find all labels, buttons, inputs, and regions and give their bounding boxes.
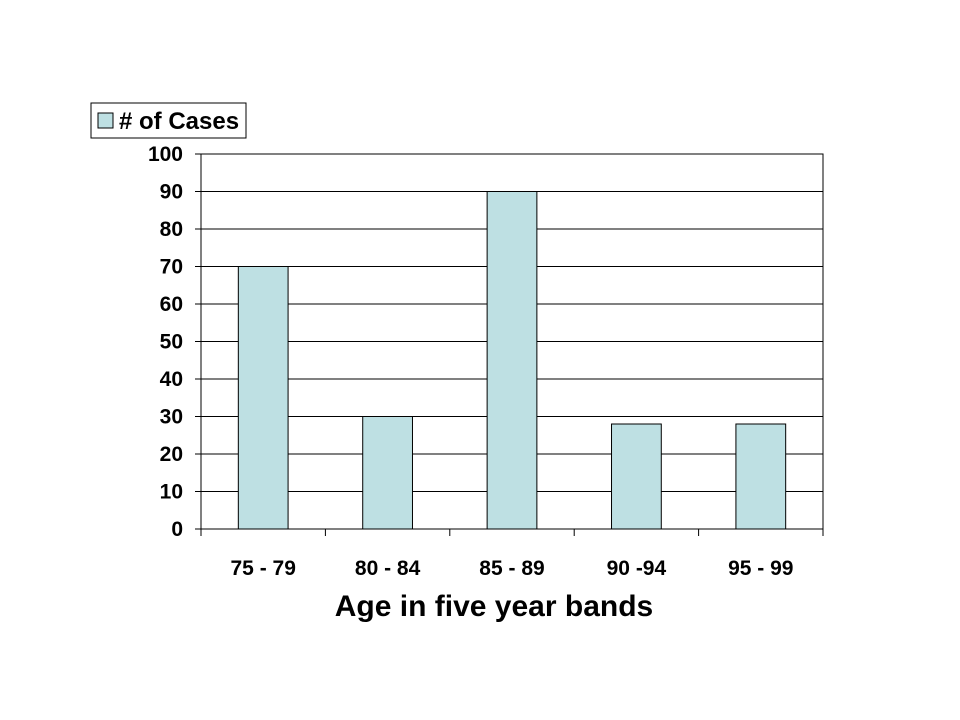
- x-tick-label: 95 - 99: [728, 557, 793, 580]
- y-tick-label: 50: [160, 331, 183, 354]
- y-tick-label: 100: [148, 143, 183, 166]
- y-tick-label: 20: [160, 443, 183, 466]
- x-tick-label: 85 - 89: [479, 557, 544, 580]
- legend-label: # of Cases: [119, 108, 239, 135]
- bar: [735, 423, 787, 530]
- y-tick-label: 60: [160, 293, 183, 316]
- x-tick-label: 75 - 79: [231, 557, 296, 580]
- y-axis-ticks: 0 10 20 30 40 50 60 70 80 90 100: [148, 143, 201, 541]
- x-axis-title: Age in five year bands: [335, 590, 653, 623]
- x-axis-ticks: 75 - 79 80 - 84 85 - 89 90 -94 95 - 99: [200, 529, 824, 580]
- y-tick-label: 80: [160, 218, 183, 241]
- y-tick-label: 40: [160, 368, 183, 391]
- bar: [362, 416, 413, 530]
- bar: [237, 266, 289, 530]
- x-tick-label: 80 - 84: [355, 557, 421, 580]
- legend-frame: [90, 102, 247, 139]
- y-tick-label: 90: [160, 181, 183, 204]
- y-tick-label: 30: [160, 406, 183, 429]
- y-tick-label: 70: [160, 256, 183, 279]
- x-tick-label: 90 -94: [607, 557, 667, 580]
- y-tick-label: 10: [160, 481, 183, 504]
- bar: [486, 191, 538, 530]
- legend-swatch: [97, 112, 114, 129]
- legend: # of Cases: [90, 102, 247, 139]
- bars: [237, 191, 787, 530]
- bar: [611, 423, 662, 530]
- y-tick-label: 0: [171, 518, 183, 541]
